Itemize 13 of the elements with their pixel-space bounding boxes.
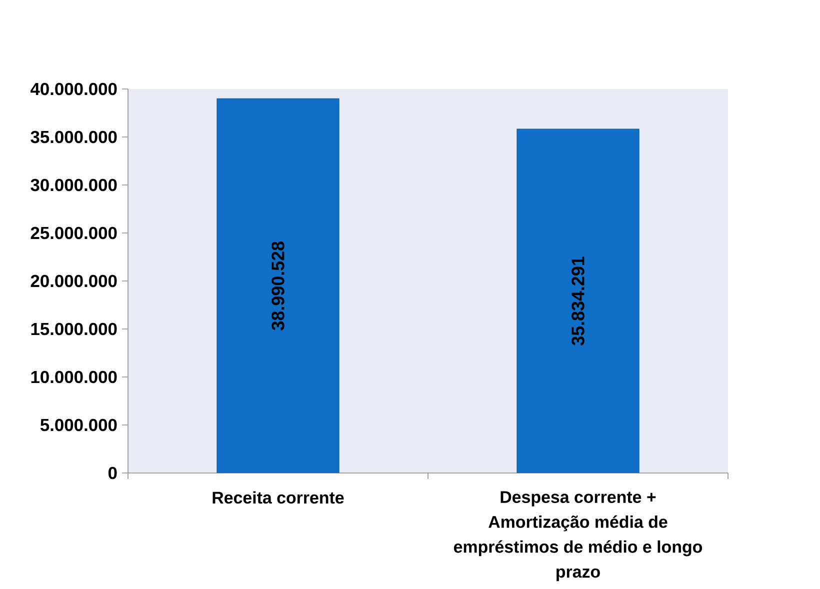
y-tick-label: 10.000.000 — [31, 370, 117, 384]
y-tick-label: 0 — [108, 466, 117, 480]
y-tick-label: 15.000.000 — [31, 322, 117, 336]
x-tick-label: Receita corrente — [212, 491, 344, 504]
y-tick-label: 40.000.000 — [30, 82, 117, 96]
x-tick-label: Despesa corrente + Amortização média de empréstimos de médio e longo prazo — [454, 491, 702, 582]
data-label: 35.834.291 — [572, 256, 584, 346]
y-tick-label: 30.000.000 — [30, 178, 117, 192]
data-label: 38.990.528 — [272, 242, 284, 330]
y-tick-label: 20.000.000 — [30, 274, 117, 288]
y-tick-label: 35.000.000 — [30, 130, 117, 144]
y-tick-label: 25.000.000 — [30, 226, 117, 240]
y-tick-label: 5.000.000 — [40, 418, 117, 432]
